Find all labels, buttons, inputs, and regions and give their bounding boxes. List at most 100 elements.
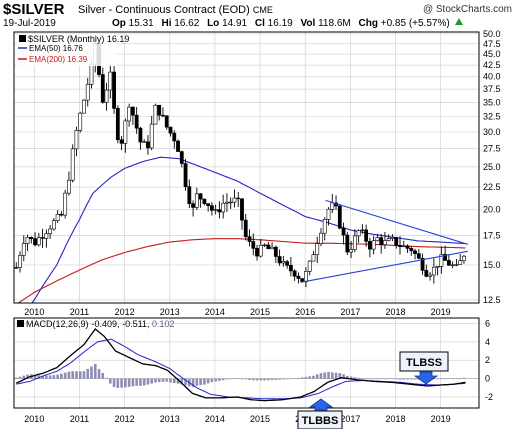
macd-histogram-bar — [300, 377, 304, 379]
price-bar — [63, 189, 68, 219]
macd-histogram-bar — [180, 378, 184, 385]
price-bar — [198, 193, 203, 208]
legend-background — [17, 34, 117, 66]
price-bar — [258, 239, 263, 258]
macd-y-tick-label: 0 — [485, 374, 490, 384]
macd-histogram-bar — [60, 373, 63, 379]
price-bar — [142, 139, 147, 143]
price-bar — [281, 255, 286, 267]
price-bar — [36, 232, 41, 247]
macd-histogram-bar — [270, 378, 274, 381]
price-bar — [85, 77, 90, 107]
macd-histogram-bar — [447, 378, 451, 380]
macd-histogram-bar — [203, 378, 206, 385]
tlbss-label: TLBSS — [406, 357, 442, 369]
price-y-tick-label: 37.5 — [483, 84, 501, 94]
price-bar — [236, 192, 241, 207]
macd-histogram-bar — [240, 378, 244, 380]
macd-histogram-bar — [124, 378, 127, 388]
macd-histogram-bar — [146, 378, 150, 385]
macd-histogram-bar — [218, 378, 221, 381]
price-bar — [33, 232, 37, 247]
macd-histogram-bar — [244, 378, 248, 380]
price-bar — [439, 246, 444, 274]
macd-histogram-bar — [376, 378, 379, 380]
macd-histogram-bar — [346, 375, 349, 379]
price-bar — [67, 171, 71, 196]
price-bar — [104, 82, 109, 111]
trendlines-group — [300, 199, 468, 283]
tlbbs-box — [297, 410, 343, 429]
macd-histogram-bar — [157, 378, 161, 383]
macd-histogram-bar — [361, 378, 364, 379]
macd-histogram-bar — [248, 378, 251, 380]
price-y-tick-label: 25.0 — [483, 162, 501, 172]
macd-x-tick-label: 2010 — [24, 414, 44, 424]
price-bar — [70, 144, 75, 183]
macd-histogram-bar — [93, 364, 97, 379]
macd-histogram-bar — [387, 378, 391, 380]
macd-histogram-bar — [285, 378, 289, 380]
macd-histogram-bar — [105, 377, 108, 379]
macd-histogram-bar — [14, 377, 18, 379]
macd-histogram-bar — [71, 371, 74, 379]
price-bar — [420, 253, 425, 275]
price-bar — [187, 179, 192, 208]
macd-histogram-bar — [63, 372, 67, 379]
price-bar — [319, 228, 323, 247]
price-y-tick-label: 12.5 — [483, 295, 501, 305]
price-x-tick-label: 2017 — [340, 307, 360, 317]
price-bar — [168, 126, 173, 137]
price-bar — [149, 115, 154, 151]
price-bar — [262, 243, 267, 248]
quote-line: Op 15.31 Hi 16.62 Lo 14.91 Cl 16.19 Vol … — [112, 18, 464, 29]
price-bar — [360, 224, 365, 234]
macd-histogram-bar — [176, 378, 180, 384]
price-bar — [428, 272, 432, 281]
price-bar — [311, 251, 316, 262]
price-bar — [232, 189, 237, 208]
macd-histogram-bar — [22, 375, 26, 379]
legend-ema50: EMA(50) 16.76 — [29, 44, 83, 53]
price-bar — [213, 204, 218, 215]
price-bar — [40, 228, 45, 248]
price-y-tick-label: 30.0 — [483, 127, 501, 137]
price-y-tick-label: 42.5 — [483, 60, 501, 70]
macd-legend: MACD(12,26,9) -0.409, -0.511, 0.102 — [17, 319, 174, 329]
price-bar — [225, 193, 229, 212]
tlbbs-label: TLBBS — [302, 415, 339, 427]
price-x-tick-label: 2015 — [250, 307, 270, 317]
macd-histogram-bar — [312, 375, 315, 379]
macd-histogram-bar — [282, 378, 285, 380]
price-bar — [341, 222, 346, 245]
price-bar — [356, 229, 361, 243]
macd-histogram-bar — [18, 376, 22, 379]
price-y-tick-label: 50.0 — [483, 29, 501, 39]
macd-histogram-group — [14, 364, 466, 388]
price-bar — [367, 237, 372, 258]
macd-histogram-bar — [308, 376, 312, 379]
price-x-tick-label: 2016 — [295, 307, 315, 317]
price-bar — [44, 229, 49, 248]
macd-x-tick-label: 2017 — [340, 414, 360, 424]
macd-histogram-bar — [432, 378, 436, 380]
price-y-tick-labels: 12.5 15.0 17.5 20.0 22.5 25.0 27.5 30.0 32.5 35.0… — [483, 29, 501, 305]
price-bar — [462, 255, 466, 264]
price-x-tick-label: 2013 — [160, 307, 180, 317]
price-x-tick-label: 2011 — [70, 307, 89, 317]
change-up-icon — [455, 18, 464, 25]
price-bar — [349, 240, 353, 259]
ema200-line-group — [17, 238, 466, 303]
price-bar — [161, 107, 165, 118]
macd-histogram-bar — [364, 378, 368, 380]
macd-histogram-bar — [330, 372, 334, 379]
macd-histogram-bar — [372, 378, 375, 380]
price-bar — [191, 200, 195, 217]
macd-histogram-bar — [221, 378, 225, 381]
macd-histogram-bar — [398, 378, 402, 380]
price-bar — [183, 158, 188, 191]
price-bar — [18, 251, 22, 273]
tlbss-box — [399, 351, 449, 372]
macd-histogram-bar — [391, 378, 394, 380]
price-bar — [176, 139, 180, 152]
